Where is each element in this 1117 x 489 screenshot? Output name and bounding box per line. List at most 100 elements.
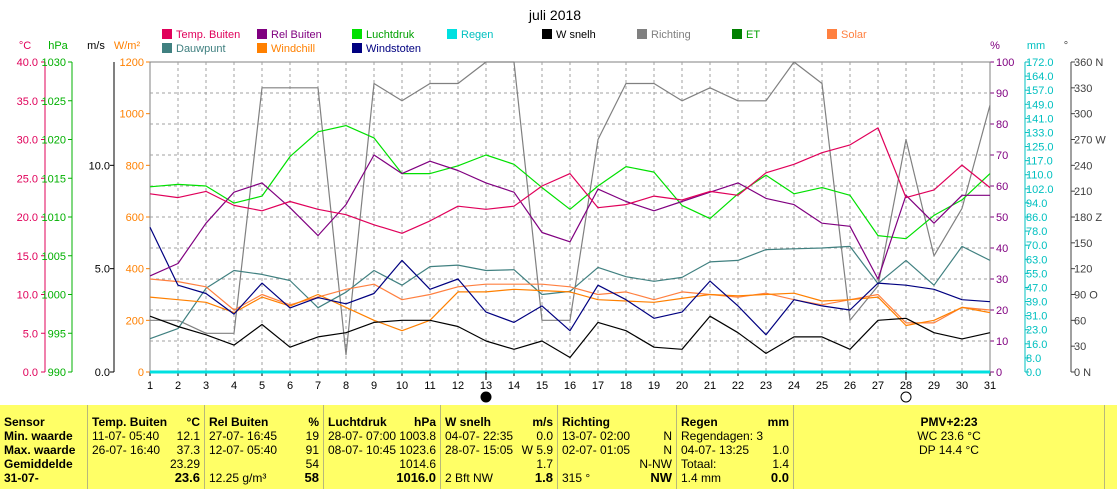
- pressure-tick-label: 1015: [42, 173, 66, 185]
- series-richting-line: [150, 61, 991, 356]
- col-wind: W snelh m/s 04-07- 22:35 0.0 28-07- 15:05 W…: [441, 405, 558, 489]
- series-w-snelh-line: [149, 315, 991, 359]
- rain-total-label: Totaal:: [681, 457, 717, 471]
- rain-tick-label: 172.0: [1026, 57, 1054, 69]
- dir-header: Richting: [562, 415, 610, 429]
- x-tick-label: 26: [844, 380, 856, 392]
- solar-tick-label: 600: [126, 212, 144, 224]
- x-tick-label: 8: [343, 380, 349, 392]
- wind-tick-label: 0.0: [95, 367, 110, 379]
- x-tick-label: 9: [371, 380, 377, 392]
- pressure-tick-label: 1010: [42, 212, 66, 224]
- solar-tick-label: 200: [126, 315, 144, 327]
- temp-unit: °C: [186, 415, 200, 429]
- rain-tick-label: 102.0: [1026, 184, 1054, 196]
- wind-header: W snelh: [445, 415, 492, 429]
- direction-tick-label: 120: [1074, 264, 1092, 276]
- rain-tick-label: 55.0: [1026, 268, 1047, 280]
- chart-title: juli 2018: [528, 7, 581, 23]
- rain-tick-label: 47.0: [1026, 282, 1047, 294]
- dir-max-time: 02-07- 01:05: [562, 443, 631, 457]
- rain-tick-label: 63.0: [1026, 254, 1047, 266]
- rain-axis-unit: mm: [1027, 40, 1045, 52]
- press-max-time: 08-07- 10:45: [328, 443, 397, 457]
- temp-tick-label: 0.0: [23, 367, 38, 379]
- legend-label: Dauwpunt: [176, 43, 226, 55]
- rain-tick-label: 157.0: [1026, 85, 1054, 97]
- x-tick-label: 29: [928, 380, 940, 392]
- wind-beaufort: 2 Bft NW: [445, 471, 494, 485]
- rain-current-amount: 1.4 mm: [681, 471, 722, 485]
- legend-swatch: [162, 29, 172, 39]
- wind-current: 1.8: [534, 470, 553, 485]
- temp-tick-label: 30.0: [17, 135, 38, 147]
- temp-tick-label: 20.0: [17, 212, 38, 224]
- legend-swatch: [162, 43, 172, 53]
- grid: [150, 62, 990, 372]
- rain-max-time: 04-07- 13:25: [681, 443, 750, 457]
- x-tick-label: 13: [480, 380, 492, 392]
- x-tick-label: 11: [424, 380, 435, 392]
- rel-abs-humidity: 12.25 g/m³: [209, 471, 267, 485]
- rel-current: 58: [304, 470, 319, 485]
- direction-tick-label: 180 Z: [1074, 212, 1102, 224]
- rel-min-time: 27-07- 16:45: [209, 429, 278, 443]
- dir-min-value: N: [663, 429, 672, 443]
- solar-tick-label: 800: [126, 160, 144, 172]
- rain-tick-label: 39.0: [1026, 297, 1047, 309]
- humidity-tick-label: 10: [996, 336, 1008, 348]
- pmv-dewpoint: DP 14.4 °C: [919, 443, 979, 457]
- col-rain: Regen mm Regendagen: 3 04-07- 13:25 1.0 To…: [677, 405, 794, 489]
- rain-tick-label: 110.0: [1026, 170, 1053, 182]
- rel-avg: 54: [305, 457, 319, 471]
- humidity-tick-label: 30: [996, 274, 1008, 286]
- rel-max-value: 91: [305, 443, 319, 457]
- wind-axis-unit: m/s: [87, 40, 105, 52]
- legend-label: ET: [746, 29, 760, 41]
- series: [149, 61, 991, 374]
- rain-tick-label: 86.0: [1026, 212, 1047, 224]
- legend-swatch: [352, 43, 362, 53]
- dir-min-time: 13-07- 02:00: [562, 429, 631, 443]
- summary-table: Sensor Min. waarde Max. waarde Gemiddeld…: [0, 405, 1117, 489]
- avg-label: Gemiddelde: [4, 457, 73, 471]
- temp-axis-unit: °C: [19, 40, 31, 52]
- direction-tick-label: 360 N: [1074, 57, 1103, 69]
- rain-total-value: 1.4: [772, 457, 789, 471]
- press-min-time: 28-07- 07:00: [328, 429, 397, 443]
- dir-degrees: 315 °: [562, 471, 591, 485]
- dir-max-value: N: [663, 443, 672, 457]
- rain-max-value: 1.0: [772, 443, 789, 457]
- rain-tick-label: 94.0: [1026, 198, 1047, 210]
- pressure-tick-label: 990: [48, 367, 66, 379]
- x-tick-label: 28: [900, 380, 912, 392]
- press-header: Luchtdruk: [328, 415, 387, 429]
- x-tick-label: 3: [203, 380, 209, 392]
- humidity-tick-label: 20: [996, 305, 1008, 317]
- axes: 1 2 3 4 5 6 7 8 9 10 11 12 13 14 15 16 17 18 19 20 21 22 23 24 2…: [17, 40, 1107, 392]
- moon-markers: [480, 372, 912, 403]
- rain-days: Regendagen: 3: [681, 429, 764, 443]
- col-rel: Rel Buiten% 27-07- 16:45 19 12-07- 05:40 9…: [205, 405, 324, 489]
- humidity-tick-label: 60: [996, 181, 1008, 193]
- rain-unit: mm: [767, 415, 789, 429]
- direction-tick-label: 240: [1074, 160, 1092, 172]
- rain-tick-label: 117.0: [1026, 156, 1053, 168]
- temp-tick-label: 25.0: [17, 173, 38, 185]
- direction-tick-label: 150: [1074, 238, 1092, 250]
- press-avg: 1014.6: [399, 457, 436, 471]
- rain-tick-label: 31.0: [1026, 311, 1047, 323]
- col-pressure: Luchtdruk hPa 28-07- 07:00 1003.8 08-07- 1…: [324, 405, 441, 489]
- series-windchill-line: [149, 288, 991, 332]
- temp-tick-label: 10.0: [17, 290, 38, 302]
- temp-current: 23.6: [174, 470, 200, 485]
- x-tick-label: 7: [315, 380, 321, 392]
- temp-min-value: 12.1: [176, 429, 200, 443]
- direction-tick-label: 60: [1074, 315, 1086, 327]
- direction-tick-label: 90 O: [1074, 290, 1098, 302]
- col-sensor: Sensor Min. waarde Max. waarde Gemiddeld…: [0, 405, 88, 489]
- solar-tick-label: 400: [126, 264, 144, 276]
- legend-swatch: [257, 43, 267, 53]
- dir-current: NW: [650, 470, 672, 485]
- pressure-tick-label: 1030: [42, 57, 66, 69]
